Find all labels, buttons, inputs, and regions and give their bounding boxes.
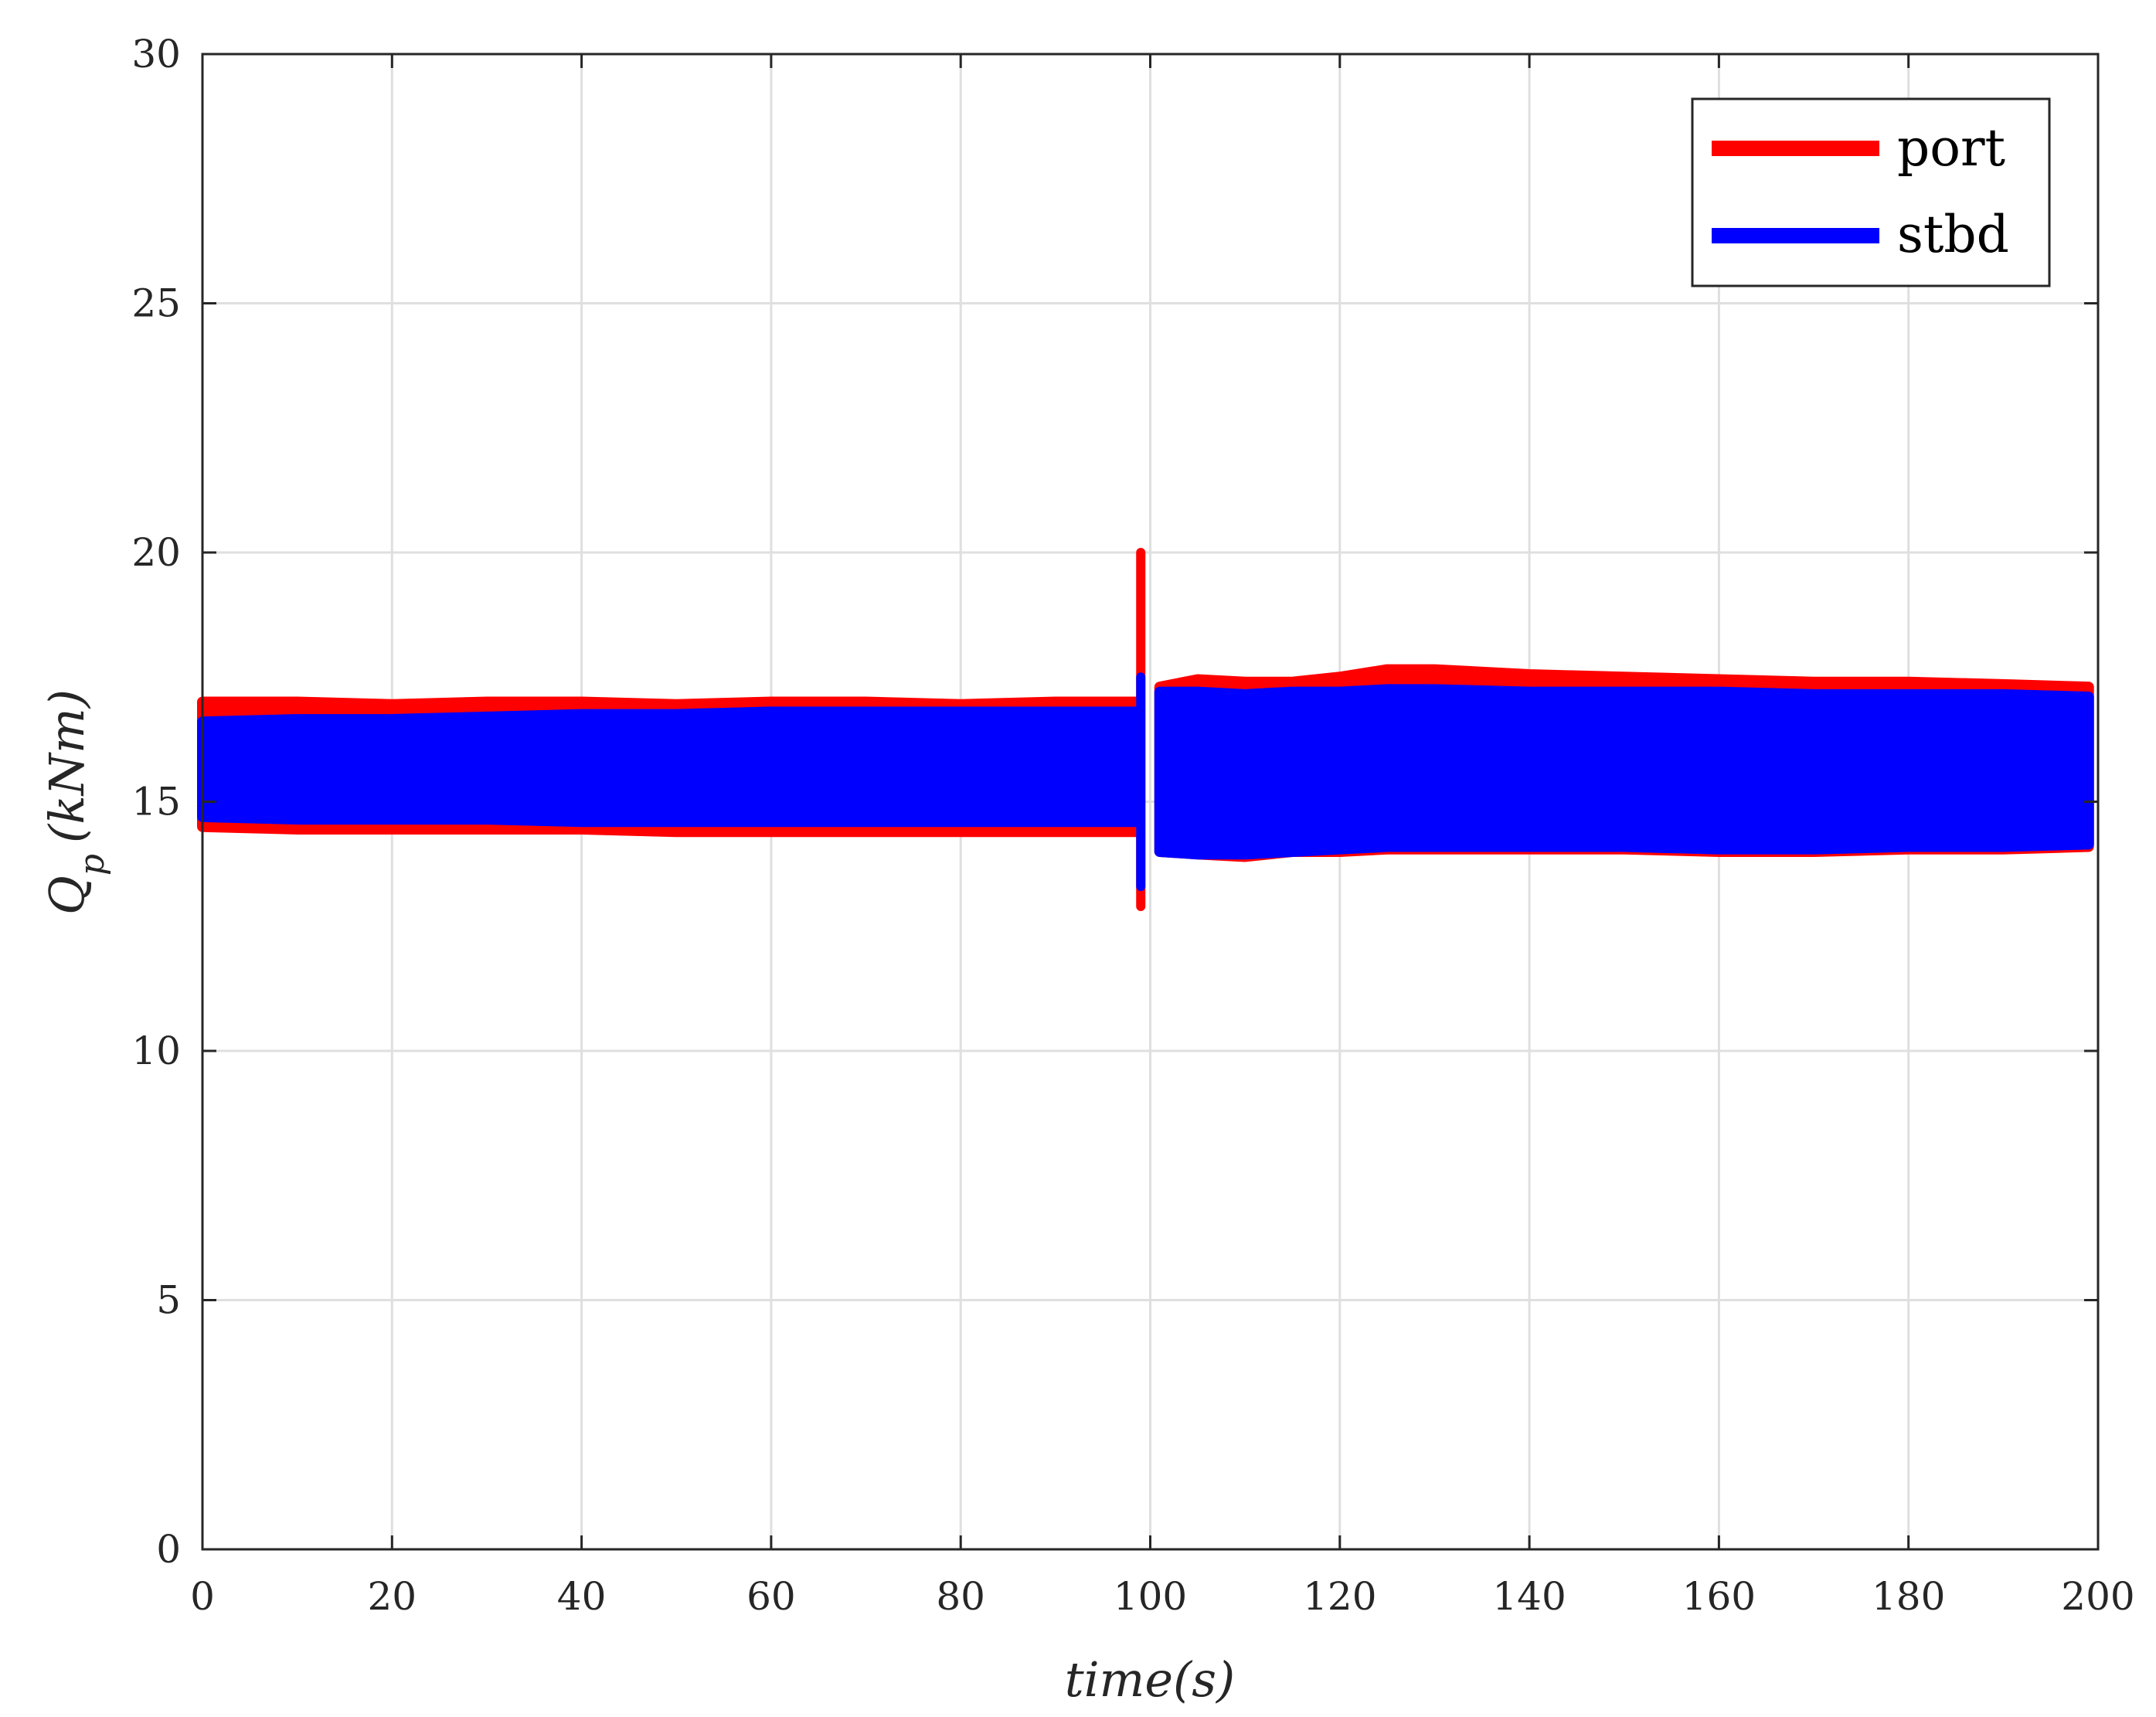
- x-tick-label-9: 180: [1872, 1574, 1945, 1619]
- x-tick-label-6: 120: [1303, 1574, 1376, 1619]
- x-tick-label-0: 0: [190, 1574, 215, 1619]
- y-tick-label-5: 25: [131, 281, 181, 326]
- y-axis-label-main: Q: [39, 876, 95, 915]
- series-stbd-band-1: [1154, 684, 2094, 860]
- series-stbd: [197, 672, 2094, 892]
- x-tick-label-7: 140: [1492, 1574, 1566, 1619]
- x-tick-label-8: 160: [1682, 1574, 1756, 1619]
- x-tick-label-3: 60: [746, 1574, 796, 1619]
- legend-label-port: port: [1897, 118, 2005, 178]
- series-layer: [197, 548, 2094, 911]
- x-axis-label: time(s): [1065, 1651, 1235, 1708]
- y-tick-label-6: 30: [131, 32, 181, 76]
- y-tick-label-0: 0: [156, 1527, 181, 1572]
- x-tick-label-10: 200: [2061, 1574, 2134, 1619]
- legend: port stbd: [1691, 97, 2051, 287]
- ticks: 0 20 40 60 80 100 120 140 160 180 200 0 5 10 15 20 25 30: [131, 32, 2134, 1619]
- y-axis-label-sub: p: [73, 854, 112, 876]
- y-tick-label-2: 10: [131, 1028, 181, 1073]
- x-tick-label-4: 80: [936, 1574, 985, 1619]
- y-tick-label-1: 5: [156, 1278, 181, 1323]
- y-tick-label-4: 20: [131, 530, 181, 575]
- y-axis-label: Qp (kNm): [39, 689, 112, 915]
- legend-box: [1691, 97, 2051, 287]
- y-axis-label-unit: (kNm): [39, 689, 95, 843]
- series-stbd-band-0: [197, 706, 1142, 828]
- y-tick-label-3: 15: [131, 780, 181, 824]
- x-tick-label-2: 40: [557, 1574, 607, 1619]
- x-tick-label-5: 100: [1114, 1574, 1187, 1619]
- x-tick-label-1: 20: [367, 1574, 417, 1619]
- legend-label-stbd: stbd: [1897, 205, 2009, 264]
